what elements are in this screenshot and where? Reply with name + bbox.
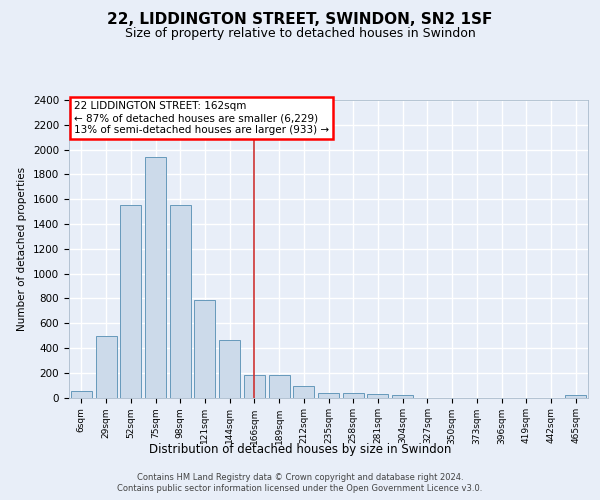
Bar	[71, 392, 92, 398]
Y-axis label: Number of detached properties: Number of detached properties	[17, 166, 28, 331]
Text: Contains HM Land Registry data © Crown copyright and database right 2024.: Contains HM Land Registry data © Crown c…	[137, 472, 463, 482]
Text: Contains public sector information licensed under the Open Government Licence v3: Contains public sector information licen…	[118, 484, 482, 493]
Text: 22 LIDDINGTON STREET: 162sqm
← 87% of detached houses are smaller (6,229)
13% of: 22 LIDDINGTON STREET: 162sqm ← 87% of de…	[74, 102, 329, 134]
Bar	[244, 374, 265, 398]
Text: 22, LIDDINGTON STREET, SWINDON, SN2 1SF: 22, LIDDINGTON STREET, SWINDON, SN2 1SF	[107, 12, 493, 28]
Bar	[392, 395, 413, 398]
Bar	[293, 386, 314, 398]
Bar	[170, 206, 191, 398]
Bar	[145, 157, 166, 398]
Bar	[343, 393, 364, 398]
Bar	[318, 393, 339, 398]
Bar	[269, 374, 290, 398]
Bar	[95, 336, 116, 398]
Text: Distribution of detached houses by size in Swindon: Distribution of detached houses by size …	[149, 442, 451, 456]
Bar	[120, 206, 141, 398]
Bar	[219, 340, 240, 398]
Bar	[565, 395, 586, 398]
Bar	[194, 300, 215, 398]
Bar	[367, 394, 388, 398]
Text: Size of property relative to detached houses in Swindon: Size of property relative to detached ho…	[125, 28, 475, 40]
